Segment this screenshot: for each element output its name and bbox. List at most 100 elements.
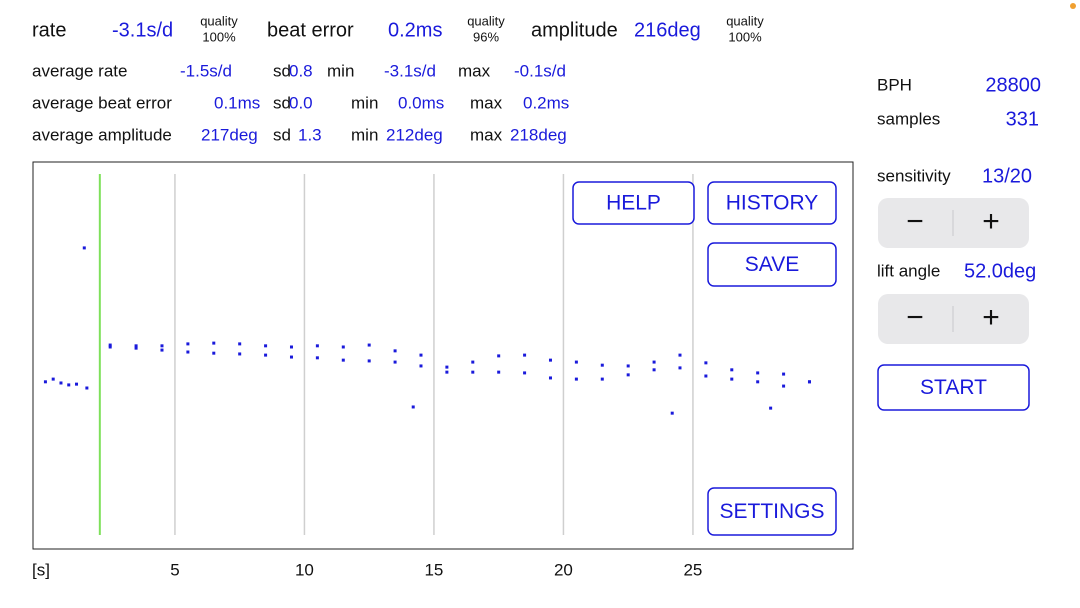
- sensitivity: 13/20: [982, 165, 1032, 187]
- data-point: [59, 381, 63, 385]
- data-point: [600, 377, 604, 381]
- data-point: [626, 373, 630, 377]
- data-point: [264, 344, 268, 348]
- reading-value: -3.1s/d: [112, 19, 173, 41]
- button-frame: [707, 242, 837, 287]
- samples-label: samples: [877, 109, 940, 128]
- plus: +: [982, 205, 1000, 238]
- button-label: SAVE: [745, 253, 799, 276]
- bph: 28800: [985, 74, 1041, 96]
- x-axis-label: [s]: [32, 560, 50, 579]
- data-point: [367, 359, 371, 363]
- data-point: [574, 360, 578, 364]
- x-tick-label: 25: [683, 560, 702, 579]
- settings-button[interactable]: SETTINGS: [707, 487, 837, 536]
- data-point: [471, 370, 475, 374]
- data-point: [289, 355, 293, 359]
- max-label: max: [470, 93, 503, 112]
- lift-angle: 52.0deg: [964, 260, 1036, 282]
- sd-value: 0.0: [289, 93, 313, 112]
- data-point: [186, 350, 190, 354]
- x-tick-label: 5: [170, 560, 179, 579]
- sd-label: sd: [273, 125, 291, 144]
- button-frame: [707, 181, 837, 225]
- data-point: [419, 353, 423, 357]
- data-point: [782, 372, 786, 376]
- sd-label: sd: [273, 61, 291, 80]
- quality-label: quality: [726, 13, 764, 28]
- stat-value: 217deg: [201, 125, 258, 144]
- data-point: [82, 246, 86, 250]
- data-point: [445, 370, 449, 374]
- status-dot: [1070, 3, 1076, 9]
- button-label: HELP: [606, 192, 661, 215]
- data-point: [419, 364, 423, 368]
- max-value: -0.1s/d: [514, 61, 566, 80]
- data-point: [497, 370, 501, 374]
- data-point: [75, 382, 79, 386]
- min-label: min: [351, 125, 378, 144]
- x-tick-label: 20: [554, 560, 573, 579]
- data-point: [289, 345, 293, 349]
- plus-button[interactable]: +: [982, 205, 1000, 238]
- data-point: [756, 380, 760, 384]
- stat-value: 0.1ms: [214, 93, 260, 112]
- stat-label: average beat error: [32, 93, 172, 112]
- quality-label: quality: [200, 13, 238, 28]
- data-point: [134, 346, 138, 350]
- save-button[interactable]: SAVE: [707, 242, 837, 287]
- sd-value: 1.3: [298, 125, 322, 144]
- plus: +: [982, 301, 1000, 334]
- reading-label: rate: [32, 19, 66, 41]
- reading-label: beat error: [267, 19, 354, 41]
- data-point: [393, 360, 397, 364]
- minus: −: [906, 205, 924, 238]
- history-button[interactable]: HISTORY: [707, 181, 837, 225]
- data-point: [574, 377, 578, 381]
- minus-button[interactable]: −: [906, 301, 924, 334]
- data-point: [186, 342, 190, 346]
- help-button[interactable]: HELP: [572, 181, 695, 225]
- samples: 331: [1006, 108, 1039, 130]
- data-point: [108, 343, 112, 347]
- data-point: [315, 356, 319, 360]
- data-point: [756, 371, 760, 375]
- button-frame: [877, 364, 1030, 411]
- data-point: [704, 374, 708, 378]
- button-label: SETTINGS: [719, 500, 824, 523]
- data-point: [548, 376, 552, 380]
- data-point: [367, 343, 371, 347]
- data-point: [51, 377, 55, 381]
- plus-button[interactable]: +: [982, 301, 1000, 334]
- x-tick-label: 15: [424, 560, 443, 579]
- data-point: [652, 368, 656, 372]
- button-label: START: [920, 376, 987, 399]
- start-button[interactable]: START: [877, 364, 1030, 411]
- data-point: [43, 380, 47, 384]
- data-point: [670, 411, 674, 415]
- data-point: [445, 365, 449, 369]
- max-value: 0.2ms: [523, 93, 569, 112]
- minus: −: [906, 301, 924, 334]
- data-point: [730, 377, 734, 381]
- stat-label: average amplitude: [32, 125, 172, 144]
- stat-label: average rate: [32, 61, 127, 80]
- data-point: [678, 366, 682, 370]
- data-point: [497, 354, 501, 358]
- min-label: min: [351, 93, 378, 112]
- button-frame: [707, 487, 837, 536]
- minus-button[interactable]: −: [906, 205, 924, 238]
- quality-value: 96%: [473, 29, 499, 44]
- data-point: [600, 363, 604, 367]
- data-point: [160, 344, 164, 348]
- data-point: [212, 341, 216, 345]
- data-point: [393, 349, 397, 353]
- max-label: max: [458, 61, 491, 80]
- data-point: [160, 348, 164, 352]
- data-point: [134, 344, 138, 348]
- max-value: 218deg: [510, 125, 567, 144]
- data-point: [411, 405, 415, 409]
- data-point: [238, 342, 242, 346]
- sd-label: sd: [273, 93, 291, 112]
